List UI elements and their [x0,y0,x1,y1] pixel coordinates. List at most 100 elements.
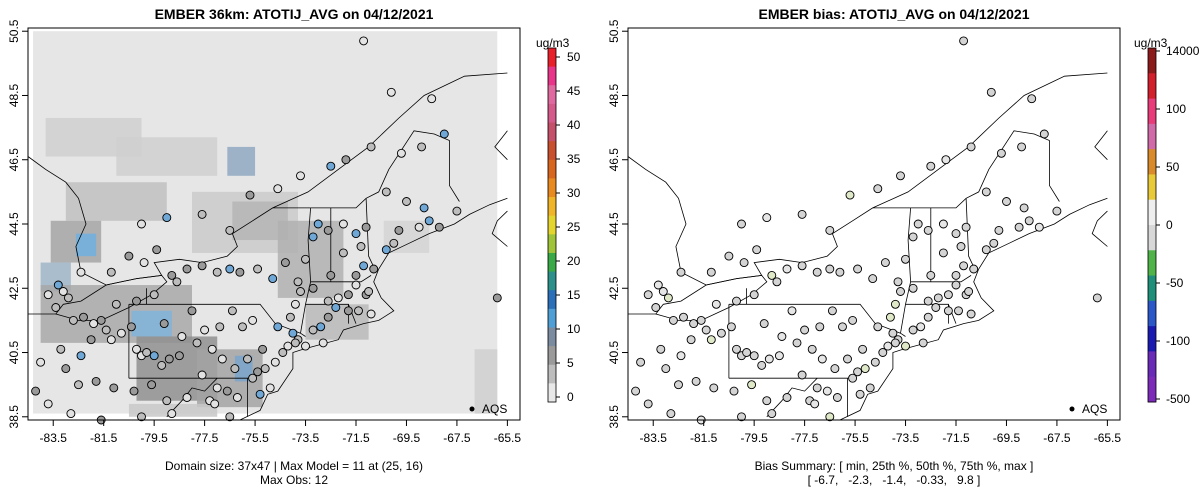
aqs-bias-marker [838,322,847,332]
aqs-bias-marker [908,232,918,242]
aqs-bias-marker [810,399,820,409]
aqs-bias-marker [762,213,772,223]
aqs-bias-marker [742,348,752,357]
aqs-bias-marker [679,312,688,322]
aqs-station-marker [359,261,369,271]
aqs-bias-marker [890,299,900,309]
right-colorbar-unit: ug/m3 [1134,36,1168,50]
aqs-bias-marker [888,328,898,338]
aqs-bias-marker [908,325,918,335]
aqs-bias-marker [658,287,668,296]
aqs-bias-marker [636,357,646,367]
aqs-bias-marker [787,306,797,316]
aqs-bias-marker [855,389,865,399]
aqs-station-marker [212,383,222,393]
aqs-station-marker [290,299,300,309]
aqs-station-marker [253,264,263,274]
colorbar-segment [1148,149,1156,175]
aqs-station-marker [308,232,318,242]
x-tick-label: -67.5 [443,431,471,445]
aqs-station-marker [162,396,172,406]
aqs-station-marker [439,129,449,139]
colorbar-segment [1148,199,1156,226]
colorbar-segment [1148,376,1156,403]
colorbar-segment [548,122,556,142]
aqs-station-marker [222,386,232,396]
aqs-bias-marker [1027,94,1037,104]
aqs-bias-marker [832,393,842,402]
aqs-station-marker [331,303,341,312]
aqs-bias-marker [797,261,807,271]
aqs-bias-marker [726,322,736,332]
colorbar-segment [548,383,556,403]
aqs-station-marker [351,280,361,290]
colorbar-segment [1148,73,1156,100]
aqs-station-marker [167,409,177,419]
colorbar-segment [548,346,556,366]
aqs-bias-marker [951,229,961,239]
aqs-station-marker [139,258,149,268]
aqs-bias-marker [729,386,739,396]
left-map-title: EMBER 36km: ATOTIJ_AVG on 04/12/2021 [154,6,434,22]
aqs-station-marker [137,219,146,229]
aqs-bias-marker [764,354,774,364]
aqs-bias-marker [676,351,686,361]
aqs-station-marker [31,386,41,396]
aqs-station-marker [101,325,111,335]
aqs-bias-marker [923,296,933,306]
aqs-bias-marker [954,306,963,316]
aqs-station-marker [351,270,361,280]
aqs-station-marker [318,338,328,348]
colorbar-tick-label: -50 [1166,276,1184,290]
aqs-bias-marker [1014,222,1024,232]
aqs-bias-marker [686,335,696,345]
aqs-bias-marker [1092,293,1102,303]
x-tick-label: -69.5 [393,431,421,445]
left-map-panel: -83.5 -81.5 -79.5 -77.5 -75.5 -73.5 -71.5 -69.5… [7,19,581,445]
aqs-bias-marker [961,222,971,232]
model-grid-cell [116,137,218,176]
aqs-station-marker [51,303,61,312]
y-tick-label: 40.5 [607,341,621,365]
aqs-bias-marker [878,348,888,357]
y-tick-label: 48.5 [607,83,621,107]
aqs-bias-marker [883,341,893,351]
aqs-station-marker [197,261,207,271]
aqs-station-marker [68,315,78,325]
aqs-bias-marker [959,36,969,46]
aqs-bias-marker [752,245,762,255]
aqs-station-marker [106,267,116,277]
aqs-station-marker [43,290,53,300]
colorbar-tick-label: 35 [567,152,581,166]
x-tick-label: -77.5 [791,431,819,445]
left-max-obs-caption: Max Obs: 12 [259,473,329,487]
aqs-station-marker [192,338,202,348]
aqs-station-marker [106,335,116,345]
aqs-station-marker [396,148,406,158]
aqs-station-marker [149,351,159,361]
colorbar-segment [548,364,556,384]
aqs-bias-marker [926,270,936,280]
aqs-station-marker [210,399,220,409]
state-border [910,275,972,283]
colorbar-segment [548,290,556,310]
aqs-station-marker [394,225,404,235]
aqs-bias-marker [959,261,969,271]
aqs-bias-marker [931,303,941,312]
aqs-bias-marker [901,254,910,264]
aqs-station-marker [230,364,240,374]
aqs-station-marker [338,219,348,229]
aqs-station-marker [419,203,429,213]
aqs-station-marker [174,351,184,361]
left-colorbar-unit: ug/m3 [536,36,570,50]
aqs-bias-marker [865,383,875,393]
aqs-station-marker [402,197,411,206]
aqs-bias-marker [916,322,926,332]
aqs-bias-marker [966,309,976,319]
aqs-station-marker [296,171,305,181]
aqs-bias-marker [732,296,741,306]
colorbar-segment [548,141,556,161]
aqs-bias-marker [1017,142,1027,152]
aqs-station-marker [280,258,290,268]
aqs-bias-marker [860,364,870,374]
